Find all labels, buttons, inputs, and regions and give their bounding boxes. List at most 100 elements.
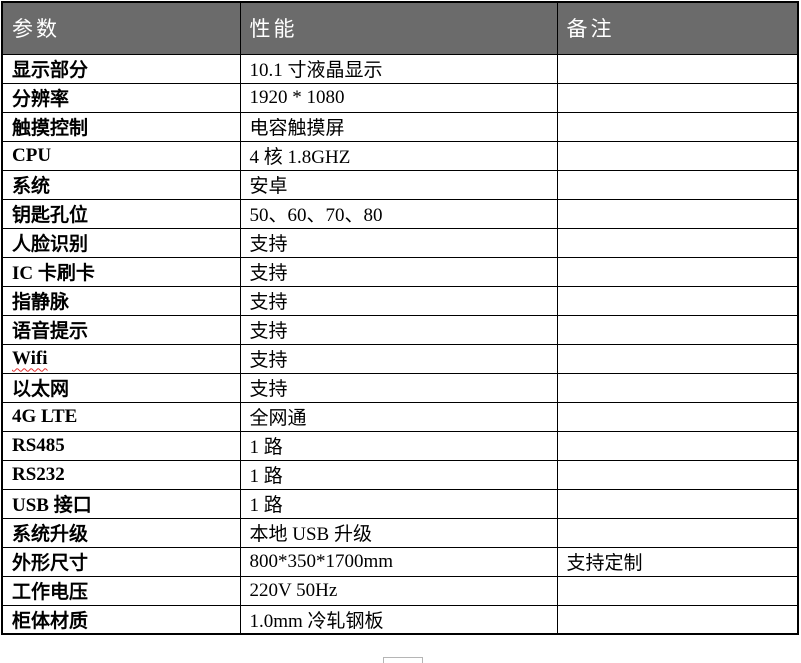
value-cell[interactable]: 1920 * 1080 [239,82,558,113]
param-cell[interactable]: 以太网 [1,372,241,403]
param-label: 系统升级 [12,524,89,545]
value-label: 全网通 [249,408,307,429]
note-cell[interactable]: 支持定制 [556,546,799,577]
note-cell[interactable] [556,459,799,490]
spec-table-body: 显示部分 10.1 寸液晶显示 分辨率 1920 * 1080 触摸控制 电容触… [1,53,799,635]
table-row: 系统升级 本地 USB 升级 [1,517,799,548]
note-cell[interactable] [556,227,799,258]
value-label: 1.0mm 冷轧钢板 [249,610,384,632]
value-cell[interactable]: 支持 [239,343,558,374]
param-label: 钥匙孔位 [12,205,89,226]
note-cell[interactable] [556,517,799,548]
param-cell[interactable]: 人脸识别 [1,227,241,258]
param-cell[interactable]: Wifi [1,343,241,374]
value-cell[interactable]: 支持 [239,227,558,258]
header-cell-note[interactable]: 备注 [556,1,799,55]
value-cell[interactable]: 1 路 [239,459,558,490]
param-label: 系统 [12,176,51,197]
note-cell[interactable] [556,140,799,171]
value-cell[interactable]: 安卓 [239,169,558,200]
note-cell[interactable] [556,575,799,606]
value-cell[interactable]: 4 核 1.8GHZ [239,140,558,171]
value-cell[interactable]: 支持 [239,372,558,403]
param-label: 指静脉 [12,292,70,313]
bottom-partial-element [383,657,423,663]
value-label: 1920 * 1080 [249,86,345,108]
table-row: 工作电压 220V 50Hz [1,575,799,606]
value-label: 支持 [249,379,288,400]
value-cell[interactable]: 全网通 [239,401,558,432]
table-row: 指静脉 支持 [1,285,799,316]
value-label: 1 路 [249,495,283,516]
value-label: 支持 [249,263,288,284]
note-cell[interactable] [556,372,799,403]
note-cell[interactable] [556,604,799,635]
value-cell[interactable]: 220V 50Hz [239,575,558,606]
note-cell[interactable] [556,401,799,432]
value-cell[interactable]: 50、60、70、80 [239,198,558,229]
param-cell[interactable]: CPU [1,140,241,171]
value-label: 10.1 寸液晶显示 [249,60,383,81]
table-row: 人脸识别 支持 [1,227,799,258]
param-cell[interactable]: RS232 [1,459,241,490]
value-cell[interactable]: 电容触摸屏 [239,111,558,142]
note-label: 支持定制 [566,553,643,574]
note-cell[interactable] [556,314,799,345]
value-label: 支持 [249,350,288,371]
header-cell-value[interactable]: 性能 [239,1,558,55]
note-cell[interactable] [556,488,799,519]
param-label: 语音提示 [12,321,89,342]
param-cell[interactable]: 指静脉 [1,285,241,316]
note-cell[interactable] [556,111,799,142]
value-cell[interactable]: 10.1 寸液晶显示 [239,53,558,84]
note-cell[interactable] [556,285,799,316]
param-cell[interactable]: 外形尺寸 [1,546,241,577]
value-label: 本地 USB 升级 [249,524,372,545]
param-label: Wifi [12,347,48,369]
table-row: 显示部分 10.1 寸液晶显示 [1,53,799,84]
param-cell[interactable]: 系统 [1,169,241,200]
value-cell[interactable]: 本地 USB 升级 [239,517,558,548]
note-cell[interactable] [556,198,799,229]
note-cell[interactable] [556,256,799,287]
note-cell[interactable] [556,53,799,84]
value-cell[interactable]: 800*350*1700mm [239,546,558,577]
param-cell[interactable]: 系统升级 [1,517,241,548]
note-cell[interactable] [556,82,799,113]
value-cell[interactable]: 1 路 [239,430,558,461]
table-row: Wifi 支持 [1,343,799,374]
param-cell[interactable]: 分辨率 [1,82,241,113]
table-row: RS485 1 路 [1,430,799,461]
header-cell-param[interactable]: 参数 [1,1,241,55]
value-cell[interactable]: 1.0mm 冷轧钢板 [239,604,558,635]
param-cell[interactable]: 工作电压 [1,575,241,606]
param-cell[interactable]: 语音提示 [1,314,241,345]
param-label: CPU [12,144,52,166]
header-row: 参数 性能 备注 [1,1,799,55]
table-row: RS232 1 路 [1,459,799,490]
param-cell[interactable]: 柜体材质 [1,604,241,635]
value-cell[interactable]: 支持 [239,256,558,287]
note-cell[interactable] [556,169,799,200]
value-cell[interactable]: 支持 [239,314,558,345]
note-cell[interactable] [556,343,799,374]
param-label: 触摸控制 [12,118,89,139]
param-cell[interactable]: RS485 [1,430,241,461]
param-label: 人脸识别 [12,234,89,255]
param-label: 4G LTE [12,405,78,427]
note-cell[interactable] [556,430,799,461]
spec-table-header: 参数 性能 备注 [1,1,799,55]
param-cell[interactable]: 触摸控制 [1,111,241,142]
param-label: 以太网 [12,379,70,400]
param-cell[interactable]: IC 卡刷卡 [1,256,241,287]
table-row: 以太网 支持 [1,372,799,403]
value-label: 1 路 [249,437,283,458]
param-cell[interactable]: USB 接口 [1,488,241,519]
param-cell[interactable]: 4G LTE [1,401,241,432]
value-cell[interactable]: 支持 [239,285,558,316]
table-row: 系统 安卓 [1,169,799,200]
param-cell[interactable]: 钥匙孔位 [1,198,241,229]
value-label: 4 核 1.8GHZ [249,147,351,168]
value-cell[interactable]: 1 路 [239,488,558,519]
param-cell[interactable]: 显示部分 [1,53,241,84]
